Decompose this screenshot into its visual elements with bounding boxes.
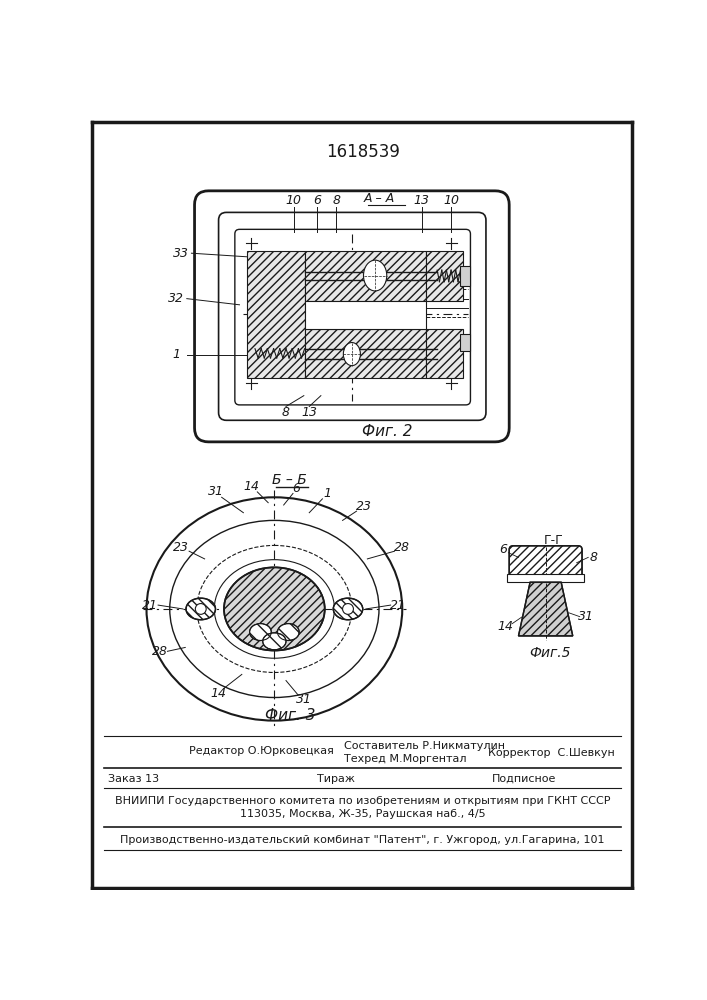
Ellipse shape <box>146 497 402 721</box>
Text: Корректор  С.Шевкун: Корректор С.Шевкун <box>488 748 614 758</box>
Bar <box>247 251 305 378</box>
Text: Техред М.Моргентал: Техред М.Моргентал <box>344 754 467 764</box>
Text: 8: 8 <box>590 551 597 564</box>
Text: 113035, Москва, Ж-35, Раушская наб., 4/5: 113035, Москва, Ж-35, Раушская наб., 4/5 <box>240 809 486 819</box>
Ellipse shape <box>170 520 379 698</box>
Ellipse shape <box>333 598 363 620</box>
Ellipse shape <box>344 343 361 366</box>
FancyBboxPatch shape <box>235 229 470 405</box>
Text: 31: 31 <box>296 693 312 706</box>
Text: Заказ 13: Заказ 13 <box>107 774 159 784</box>
Text: 6: 6 <box>313 194 321 207</box>
Text: Б – Б: Б – Б <box>272 473 308 487</box>
Text: 1: 1 <box>323 487 331 500</box>
Text: Г-Г: Г-Г <box>544 534 563 547</box>
Text: Редактор О.Юрковецкая: Редактор О.Юрковецкая <box>189 746 334 756</box>
Text: 31: 31 <box>578 610 594 623</box>
Bar <box>507 574 585 582</box>
Text: 14: 14 <box>497 620 513 633</box>
Ellipse shape <box>197 545 352 672</box>
Text: Тираж: Тираж <box>317 774 356 784</box>
Text: Фиг.5: Фиг.5 <box>529 646 571 660</box>
Ellipse shape <box>363 260 387 291</box>
Text: 14: 14 <box>211 687 226 700</box>
Text: 6: 6 <box>499 543 507 556</box>
Polygon shape <box>518 582 573 636</box>
Circle shape <box>343 604 354 614</box>
Text: 28: 28 <box>395 541 410 554</box>
FancyBboxPatch shape <box>218 212 486 420</box>
Text: 32: 32 <box>168 292 184 305</box>
Bar <box>426 251 462 301</box>
Text: 10: 10 <box>443 194 459 207</box>
Text: A – A: A – A <box>363 192 395 205</box>
Text: 23: 23 <box>356 500 371 513</box>
Ellipse shape <box>214 560 334 658</box>
Text: 28: 28 <box>152 645 168 658</box>
Text: 21: 21 <box>142 599 158 612</box>
Bar <box>426 329 462 378</box>
Text: 33: 33 <box>173 247 189 260</box>
Text: Подписное: Подписное <box>491 774 556 784</box>
Bar <box>305 329 426 378</box>
Bar <box>305 251 426 301</box>
Text: 13: 13 <box>301 406 317 419</box>
Bar <box>305 301 426 329</box>
Text: 13: 13 <box>414 194 430 207</box>
Text: 31: 31 <box>209 485 224 498</box>
Ellipse shape <box>250 624 271 641</box>
Text: 6: 6 <box>292 482 300 495</box>
Ellipse shape <box>224 567 325 651</box>
Text: 23: 23 <box>173 541 189 554</box>
Ellipse shape <box>263 633 286 650</box>
Bar <box>460 266 469 286</box>
Text: 14: 14 <box>243 480 259 493</box>
FancyBboxPatch shape <box>194 191 509 442</box>
Text: 10: 10 <box>286 194 302 207</box>
Text: Составитель Р.Никматулин: Составитель Р.Никматулин <box>344 741 505 751</box>
Text: 8: 8 <box>282 406 290 419</box>
Ellipse shape <box>186 598 216 620</box>
Text: Фиг. 3: Фиг. 3 <box>264 708 315 723</box>
FancyBboxPatch shape <box>509 546 582 578</box>
Text: Фиг. 2: Фиг. 2 <box>361 424 412 439</box>
Text: 1: 1 <box>172 348 180 361</box>
Text: 8: 8 <box>332 194 340 207</box>
Text: 21: 21 <box>390 599 407 612</box>
Text: 1618539: 1618539 <box>326 143 399 161</box>
Ellipse shape <box>277 624 299 641</box>
Circle shape <box>195 604 206 614</box>
Text: ВНИИПИ Государственного комитета по изобретениям и открытиям при ГКНТ СССР: ВНИИПИ Государственного комитета по изоб… <box>115 796 610 806</box>
Bar <box>460 334 469 351</box>
Text: Производственно-издательский комбинат "Патент", г. Ужгород, ул.Гагарина, 101: Производственно-издательский комбинат "П… <box>120 835 605 845</box>
